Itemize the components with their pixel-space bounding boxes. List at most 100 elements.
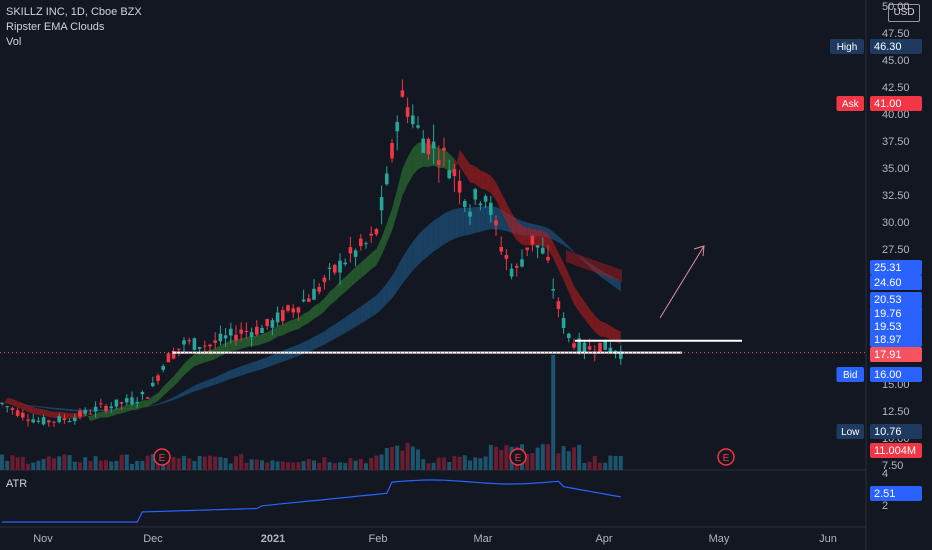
candle-body	[442, 147, 446, 151]
ema-fast-cloud	[194, 352, 200, 367]
candle-body	[457, 180, 462, 193]
volume-bar	[192, 461, 197, 470]
time-tick-label: Apr	[595, 533, 612, 545]
candle-body	[47, 420, 51, 423]
ema-slow-cloud	[558, 236, 564, 246]
atr-label: ATR	[6, 478, 28, 490]
candle-body	[104, 405, 108, 412]
ema-slow-cloud	[350, 310, 356, 330]
volume-bar	[88, 461, 93, 470]
volume-bar	[26, 463, 30, 470]
price-tag-name-bg	[836, 424, 864, 439]
candle-body	[88, 413, 93, 415]
ema-fast-cloud	[600, 320, 606, 338]
volume-bar	[348, 458, 353, 470]
candle-body	[93, 406, 98, 412]
ema-slow-cloud	[594, 266, 600, 277]
price-tag-name: High	[837, 42, 858, 53]
price-tag-bg	[870, 424, 922, 439]
ema-slow-cloud	[220, 372, 226, 383]
ema-fast-cloud	[225, 339, 231, 354]
volume-bar	[46, 456, 51, 470]
ema-slow-cloud	[568, 246, 574, 253]
price-tick-label: 32.50	[882, 190, 910, 202]
currency-button[interactable]: USD	[888, 4, 920, 22]
candle-body	[333, 264, 337, 273]
candle-body	[421, 138, 425, 153]
ema-slow-cloud	[605, 272, 611, 284]
volume-bar	[176, 458, 181, 470]
ema-fast-cloud	[106, 410, 112, 418]
time-tick-label: May	[709, 533, 730, 545]
price-tag-name: Ask	[842, 99, 860, 110]
ema-slow-cloud	[64, 408, 70, 412]
ema-slow-cloud	[355, 306, 361, 327]
ema-slow-cloud	[553, 231, 559, 243]
volume-bar	[322, 457, 327, 470]
volume-bar	[72, 461, 77, 470]
ema-fast-cloud	[126, 403, 132, 412]
ema-fast-cloud	[485, 172, 491, 193]
candle-body	[530, 235, 535, 245]
ema-fast-cloud	[355, 262, 361, 283]
ema-fast-cloud	[262, 332, 268, 344]
volume-bar	[161, 461, 166, 470]
volume-bar	[364, 463, 368, 470]
ema-fast-cloud	[610, 325, 616, 343]
ema-slow-cloud	[236, 366, 242, 378]
candle-body	[83, 409, 87, 414]
price-tick-label: 37.50	[882, 136, 910, 148]
volume-bar	[556, 453, 561, 470]
candle-body	[187, 340, 191, 342]
time-tick-label: Feb	[369, 533, 388, 545]
ema-slow-cloud	[33, 405, 39, 408]
price-tag-name: Low	[841, 427, 860, 438]
candle-body	[260, 327, 264, 334]
ema-fast-cloud	[277, 324, 283, 337]
volume-bar	[551, 355, 556, 470]
ema-slow-cloud	[230, 368, 236, 379]
candle-body	[52, 421, 56, 423]
ema-fast-cloud	[90, 413, 96, 422]
volume-bar	[291, 462, 296, 470]
ema-slow-cloud	[251, 360, 257, 373]
ema-fast-cloud	[251, 335, 257, 347]
candle-body	[379, 197, 384, 211]
ema-fast-cloud	[454, 149, 460, 175]
indicator-ema-clouds[interactable]: Ripster EMA Clouds	[6, 21, 105, 33]
ema-fast-cloud	[116, 407, 122, 415]
volume-bar	[488, 444, 493, 470]
price-tag-name-bg	[836, 367, 864, 382]
volume-bar	[166, 460, 171, 470]
candle-body	[5, 406, 9, 408]
ema-slow-cloud	[173, 394, 179, 401]
ema-slow-cloud	[178, 391, 184, 399]
price-tag-value: 10.76	[874, 426, 902, 438]
volume-bar	[41, 458, 46, 470]
ema-fast-cloud	[288, 319, 294, 333]
earnings-marker-label: E	[515, 453, 522, 464]
ema-slow-cloud	[272, 352, 278, 366]
volume-bar	[478, 458, 483, 470]
ema-slow-cloud	[308, 336, 314, 352]
volume-bar	[332, 463, 337, 470]
candle-body	[535, 245, 540, 248]
candle-body	[114, 399, 119, 407]
ema-fast-cloud	[366, 253, 372, 275]
ema-fast-cloud	[594, 315, 600, 337]
ema-slow-cloud	[168, 397, 174, 402]
volume-bar	[119, 454, 124, 470]
ema-slow-cloud	[579, 256, 585, 262]
ema-fast-cloud	[246, 335, 252, 348]
candle-body	[426, 138, 431, 155]
candle-body	[57, 416, 61, 423]
candle-body	[234, 334, 238, 341]
ema-slow-cloud	[199, 381, 205, 390]
candle-body	[317, 286, 321, 292]
volume-bar	[182, 455, 186, 470]
candle-body	[509, 268, 514, 277]
indicator-volume[interactable]: Vol	[6, 36, 22, 48]
volume-bar	[317, 462, 322, 470]
volume-bar	[286, 462, 290, 470]
